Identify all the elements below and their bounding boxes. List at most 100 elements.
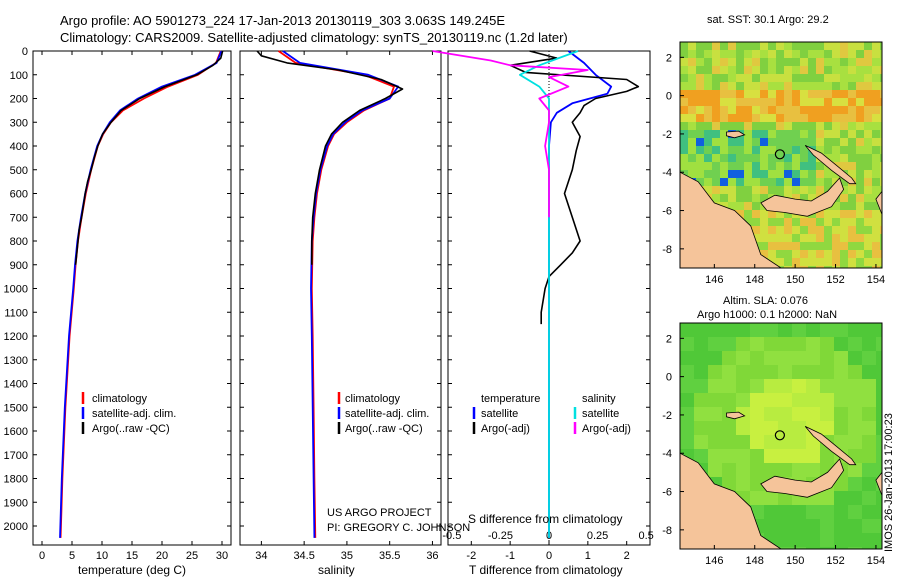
heatmap-cell [848,162,857,171]
heatmap-cell [848,114,857,123]
heatmap-cell [680,393,695,408]
heatmap-cell [722,337,737,352]
heatmap-cell [832,250,841,259]
heatmap-cell [862,365,877,380]
heatmap-cell [736,114,745,123]
heatmap-cell [792,379,807,394]
heatmap-cell [792,106,801,115]
heatmap-cell [808,186,817,195]
heatmap-cell [864,250,873,259]
heatmap-cell [840,226,849,235]
heatmap-cell [862,421,877,436]
heatmap-cell [694,449,709,464]
sst-map-frame [679,41,883,269]
heatmap-cell [848,533,863,548]
heatmap-cell [694,323,709,338]
heatmap-cell [872,154,881,163]
depth-tick-label: 700 [10,212,28,224]
heatmap-cell [776,250,785,259]
heatmap-cell [792,435,807,450]
heatmap-cell [862,407,877,422]
series-line-t-argo-adj [509,50,640,325]
heatmap-cell [688,122,697,131]
sla-map-title-line-2: Argo h1000: 0.1 h2000: NaN [697,309,837,321]
heatmap-cell [876,421,882,436]
heatmap-cell [722,365,737,380]
heatmap-cell [752,210,761,219]
heatmap-cell [784,242,793,251]
heatmap-cell [708,365,723,380]
heatmap-cell [680,323,695,338]
heatmap-cell [832,50,841,59]
heatmap-cell [834,407,849,422]
heatmap-cell [696,114,705,123]
legend-label-argo: Argo(..raw -QC) [92,423,170,435]
heatmap-cell [792,250,801,259]
heatmap-cell [728,146,737,155]
heatmap-cell [712,170,721,179]
heatmap-cell [778,393,793,408]
heatmap-cell [778,449,793,464]
heatmap-cell [872,210,881,219]
heatmap-cell [680,379,695,394]
heatmap-cell [744,138,753,147]
heatmap-cell [784,106,793,115]
heatmap-cell [696,162,705,171]
heatmap-cell [880,210,882,219]
heatmap-cell [712,194,721,203]
float-position-marker [774,430,785,441]
heatmap-cell [864,162,873,171]
depth-tick-label: 300 [10,117,28,129]
heatmap-cell [744,178,753,187]
heatmap-cell [808,138,817,147]
project-credit: US ARGO PROJECT [327,507,432,519]
x-tick-label-top: -0.5 [442,530,461,542]
heatmap-cell [704,146,713,155]
difference-xlabel-top: S difference from climatology [468,512,623,526]
heatmap-cell [784,82,793,91]
heatmap-cell [806,365,821,380]
heatmap-cell [722,463,737,478]
heatmap-cell [880,242,882,251]
heatmap-cell [688,58,697,67]
heatmap-cell [792,258,801,267]
heatmap-cell [696,122,705,131]
heatmap-cell [778,519,793,534]
heatmap-cell [736,210,745,219]
heatmap-cell [704,130,713,139]
heatmap-cell [862,477,877,492]
heatmap-cell [820,407,835,422]
heatmap-cell [816,122,825,131]
heatmap-cell [680,98,689,107]
heatmap-cell [816,82,825,91]
map-y-tick-label: -2 [662,410,672,422]
heatmap-cell [872,74,881,83]
heatmap-cell [848,58,857,67]
land-bougainville [875,190,882,215]
heatmap-cell [680,82,689,91]
heatmap-cell [864,226,873,235]
heatmap-cell [680,351,695,366]
heatmap-cell [856,50,865,59]
heatmap-cell [750,337,765,352]
heatmap-cell [764,351,779,366]
heatmap-cell [744,170,753,179]
salinity-legend: climatology satellite-adj. clim. Argo(..… [337,392,429,435]
depth-tick-label: 800 [10,236,28,248]
heatmap-cell [808,170,817,179]
heatmap-cell [752,226,761,235]
heatmap-cell [680,365,695,380]
heatmap-cell [708,351,723,366]
map-y-tick-label: 2 [666,333,672,345]
heatmap-cell [760,178,769,187]
heatmap-cell [808,114,817,123]
heatmap-cell [832,138,841,147]
heatmap-cell [696,42,705,51]
heatmap-cell [832,74,841,83]
heatmap-cell [752,194,761,203]
heatmap-cell [816,234,825,243]
heatmap-cell [688,114,697,123]
depth-tick-label: 1100 [4,307,28,319]
heatmap-cell [840,42,849,51]
heatmap-cell [792,74,801,83]
